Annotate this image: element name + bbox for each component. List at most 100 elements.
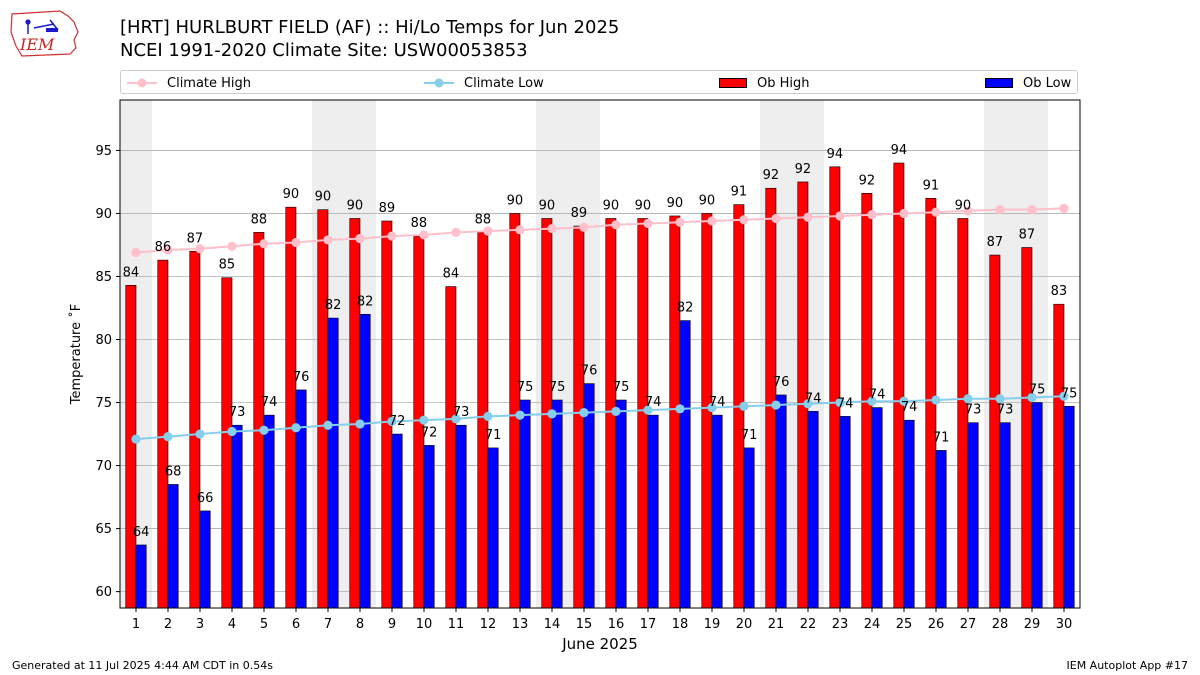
climate-high-point <box>547 223 557 234</box>
ob-low-label: 75 <box>1029 383 1046 398</box>
ob-high-label: 84 <box>123 265 140 280</box>
ob-low-bar <box>487 447 499 609</box>
ob-high-bar <box>765 187 777 609</box>
ob-high-bar <box>285 206 297 609</box>
ob-high-bar <box>1053 303 1065 609</box>
climate-low-point <box>995 394 1005 404</box>
ob-low-bar <box>967 422 979 609</box>
x-axis-label: June 2025 <box>561 635 638 653</box>
ob-low-label: 72 <box>389 414 406 429</box>
ob-low-label: 76 <box>581 364 598 379</box>
ob-low-bar <box>231 424 243 609</box>
ob-low-label: 82 <box>325 298 342 313</box>
climate-high-point <box>419 230 429 240</box>
ob-low-label: 75 <box>549 380 566 395</box>
climate-low-point <box>931 395 941 405</box>
x-tick-label: 15 <box>576 617 593 632</box>
y-tick-label: 80 <box>95 333 112 348</box>
ob-high-label: 91 <box>923 178 940 193</box>
legend-climate-high: Climate High <box>127 73 251 93</box>
ob-low-label: 75 <box>613 380 630 395</box>
ob-high-label: 88 <box>411 216 428 231</box>
ob-low-label: 74 <box>805 391 822 406</box>
ob-high-label: 87 <box>987 235 1004 250</box>
y-tick-label: 90 <box>95 207 112 222</box>
climate-low-point <box>547 409 557 419</box>
climate-low-point <box>707 402 717 413</box>
ob-high-label: 92 <box>795 162 812 177</box>
climate-high-point <box>739 215 749 225</box>
ob-high-bar <box>317 209 329 609</box>
x-tick-label: 13 <box>512 617 529 632</box>
ob-low-bar <box>807 411 819 609</box>
ob-high-label: 90 <box>283 187 300 202</box>
ob-low-bar <box>583 383 595 609</box>
y-tick-label: 95 <box>95 144 112 159</box>
x-tick-label: 7 <box>324 617 332 632</box>
climate-high-point <box>771 213 781 224</box>
legend-ob-low: Ob Low <box>985 73 1071 93</box>
x-tick-label: 4 <box>228 617 236 632</box>
x-tick-label: 6 <box>292 617 300 632</box>
climate-high-point <box>1027 205 1037 215</box>
plot-frame <box>119 99 1081 609</box>
climate-high-point <box>931 207 941 217</box>
ob-low-bar <box>1063 406 1075 609</box>
climate-high-point <box>611 220 621 230</box>
ob-low-label: 74 <box>261 395 278 410</box>
ob-high-label: 83 <box>1051 284 1068 299</box>
climate-high-point <box>995 205 1005 215</box>
ob-high-bar <box>125 285 137 609</box>
climate-high-point <box>643 218 653 229</box>
ob-low-label: 73 <box>229 405 246 420</box>
ob-high-label: 88 <box>475 212 492 227</box>
ob-low-label: 76 <box>293 370 310 385</box>
x-tick-label: 8 <box>356 617 364 632</box>
ob-low-bar <box>871 407 883 609</box>
ob-low-label: 66 <box>197 491 214 506</box>
climate-low-point <box>163 431 173 442</box>
ob-high-bar <box>189 250 201 609</box>
chart-subtitle: NCEI 1991-2020 Climate Site: USW00053853 <box>120 40 528 61</box>
ob-low-bar <box>135 544 147 609</box>
ob-low-bar <box>839 416 851 609</box>
climate-low-point <box>835 397 845 408</box>
ob-high-label: 87 <box>187 231 204 246</box>
climate-high-point <box>323 235 333 245</box>
ob-high-label: 92 <box>763 168 780 183</box>
y-axis-label: Temperature ˚F <box>68 304 84 405</box>
ob-low-bar <box>903 419 915 609</box>
climate-low-point <box>227 426 237 437</box>
climate-low-point <box>291 423 301 433</box>
climate-high-point <box>195 244 205 254</box>
climate-low-point <box>771 400 781 410</box>
climate-low-point <box>739 401 749 411</box>
ob-low-bar <box>935 450 947 609</box>
ob-low-bar <box>423 445 435 609</box>
ob-low-bar <box>519 399 531 609</box>
climate-high-point <box>227 241 237 251</box>
legend-ob-high: Ob High <box>719 73 810 93</box>
ob-high-bar <box>1021 247 1033 609</box>
ob-low-label: 74 <box>869 388 886 403</box>
ob-low-bar <box>1031 402 1043 609</box>
climate-low-point <box>355 419 365 429</box>
climate-high-point <box>867 210 877 220</box>
climate-high-point <box>835 211 845 221</box>
ob-low-label: 75 <box>517 380 534 395</box>
ob-low-bar <box>743 447 755 609</box>
ob-low-bar <box>647 414 659 609</box>
x-tick-label: 30 <box>1056 617 1073 632</box>
climate-high-point <box>803 212 813 222</box>
ob-low-label: 73 <box>453 405 470 420</box>
ob-high-bar <box>445 286 457 609</box>
ob-low-bar <box>551 399 563 609</box>
x-tick-label: 28 <box>992 617 1009 632</box>
climate-high-point <box>355 234 365 244</box>
ob-low-bar <box>711 414 723 609</box>
climate-low-point <box>387 416 397 427</box>
ob-low-bar <box>167 484 179 609</box>
x-tick-label: 27 <box>960 617 977 632</box>
x-tick-label: 16 <box>608 617 625 632</box>
